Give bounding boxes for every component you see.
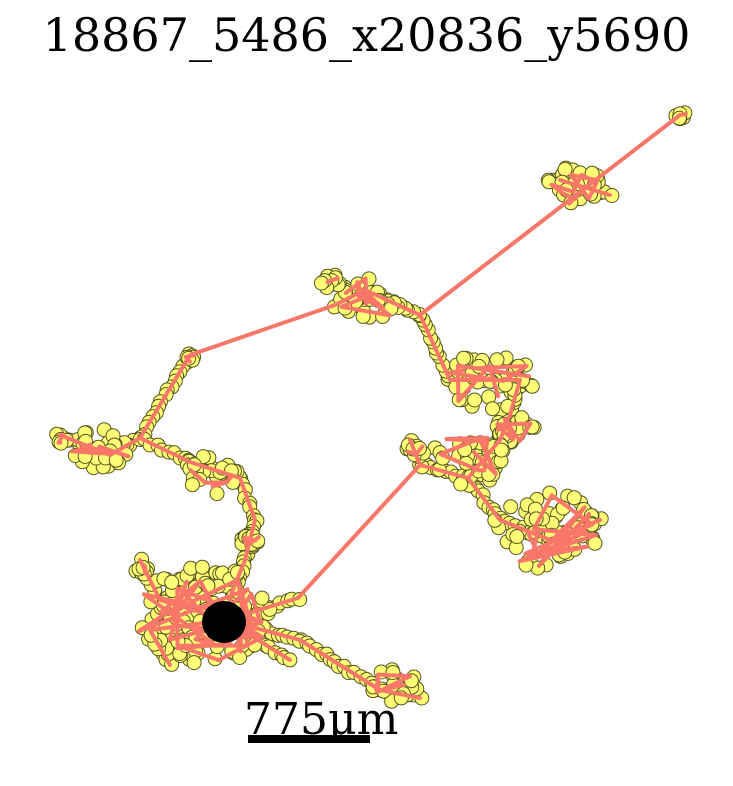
trace-branch — [438, 435, 498, 477]
trace-branch — [56, 432, 65, 445]
trace-branch — [224, 618, 422, 700]
trace-node — [489, 352, 505, 368]
trace-branch — [69, 442, 131, 459]
trace-branch — [137, 577, 264, 663]
trace-node — [485, 401, 500, 417]
trace-branch — [679, 112, 688, 117]
trace-branch — [447, 363, 532, 403]
trace-branch — [517, 493, 598, 568]
trace-node — [194, 559, 210, 575]
trace-node — [493, 442, 509, 458]
trace-branch — [374, 672, 412, 694]
trace-node — [254, 590, 270, 606]
trace-nodes — [49, 105, 693, 709]
trace-branch — [183, 353, 197, 364]
figure-title: 18867_5486_x20836_y5690 — [42, 8, 691, 62]
trace-node — [186, 655, 202, 671]
trace-node — [184, 477, 200, 493]
trace-edges — [56, 112, 688, 700]
trace-branch — [339, 276, 392, 318]
trace-branch — [325, 276, 340, 285]
trace-branch — [188, 468, 234, 489]
trace-branch — [495, 417, 533, 443]
trace-branch — [148, 618, 228, 667]
trace-branch — [138, 436, 257, 622]
trace-branch — [242, 535, 261, 548]
scale-bar-label: 775μm — [244, 694, 399, 745]
trace-branch — [405, 444, 425, 457]
trace-node — [509, 529, 525, 545]
soma-marker — [202, 601, 246, 643]
trace-branch — [549, 172, 599, 206]
trace-node — [456, 350, 472, 366]
soma-group — [202, 601, 246, 643]
trace-node — [566, 490, 582, 506]
trace-node — [209, 486, 225, 502]
scale-bar — [248, 735, 370, 743]
trace-node — [503, 499, 519, 515]
trace-node — [164, 574, 180, 590]
trace-node — [467, 392, 483, 408]
trace-branch — [141, 563, 148, 576]
